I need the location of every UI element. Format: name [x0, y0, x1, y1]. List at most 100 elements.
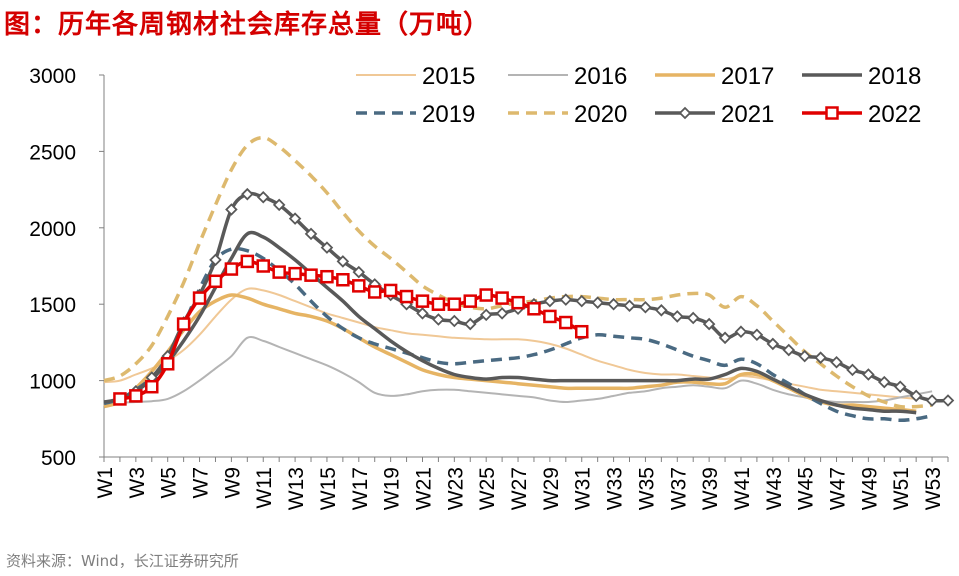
x-tick-label: W19 [381, 467, 404, 510]
series-2021-point-11 [288, 212, 302, 225]
y-tick-label: 500 [41, 447, 76, 470]
series-2022-point-25 [511, 295, 525, 310]
series-2022-point-7 [224, 262, 239, 276]
chart-title: 图：历年各周钢材社会库存总量（万吨） [4, 10, 491, 40]
x-tick-label: W15 [317, 467, 340, 510]
series-2022-point-12 [304, 268, 318, 282]
x-tick-label: W47 [827, 467, 850, 510]
series-2022-point-19 [415, 294, 430, 308]
series-2021-point-47 [862, 368, 875, 381]
series-2021-point-45 [830, 355, 843, 369]
plot-area [103, 135, 955, 423]
legend-label-2016: 2016 [574, 63, 627, 90]
series-2022 [113, 254, 589, 406]
series-2021-point-7 [225, 203, 238, 216]
series-2021-point-40 [750, 328, 764, 342]
series-2022-point-18 [399, 289, 414, 304]
series-2022-point-27 [543, 309, 557, 324]
series-2021-point-legend [678, 106, 692, 120]
x-tick-label: W27 [508, 467, 531, 510]
series-2021-point-27 [543, 294, 557, 308]
source-note: 资料来源：Wind，长江证券研究所 [6, 552, 239, 570]
legend-label-2017: 2017 [721, 63, 774, 90]
series-2021-point-22 [463, 317, 477, 331]
series-2021-point-14 [336, 255, 350, 268]
series-2021-point-52 [941, 394, 955, 407]
series-2021-point-46 [846, 363, 859, 377]
series-2022-point-24 [495, 291, 509, 305]
series-2021-point-6 [209, 253, 222, 267]
series-2019-line [103, 246, 933, 423]
series-2021-point-32 [623, 299, 636, 313]
series-2021-point-10 [272, 198, 286, 212]
legend-entry-2016: 2016 [508, 63, 627, 90]
x-tick-label: W49 [858, 467, 881, 510]
legend-label-2019: 2019 [422, 101, 475, 128]
x-tick-label: W39 [699, 467, 722, 510]
legend: 2015 2016 2017 2018 2019 2020 2021 2022 [356, 63, 921, 128]
series-2022-point-3 [160, 357, 175, 371]
series-2016-line [103, 336, 933, 405]
series-2022-point-1 [129, 389, 143, 403]
y-tick-label: 2500 [29, 141, 76, 164]
legend-label-2018: 2018 [868, 63, 921, 90]
series-2021-point-44 [814, 351, 827, 364]
series-2016 [103, 336, 933, 405]
x-tick-label: W45 [795, 467, 818, 510]
legend-label-2022: 2022 [868, 101, 921, 128]
series-2022-point-21 [447, 297, 462, 311]
series-2022-point-15 [352, 279, 366, 293]
x-tick-label: W29 [540, 467, 563, 510]
series-2022-point-16 [367, 285, 382, 299]
series-2021-point-38 [718, 331, 732, 345]
x-tick-label: W5 [158, 467, 181, 499]
series-2022-point-13 [320, 269, 334, 284]
series-2022-point-8 [240, 254, 255, 269]
x-tick-label: W33 [604, 467, 627, 510]
series-2018 [103, 230, 917, 415]
series-2022-point-20 [431, 297, 446, 311]
x-tick-label: W17 [349, 467, 372, 510]
y-tick-label: 1000 [29, 371, 76, 394]
series-2022-point-5 [192, 291, 207, 305]
x-tick-label: W21 [412, 467, 435, 510]
series-2021-point-35 [671, 310, 684, 323]
x-tick-label: W41 [731, 467, 754, 510]
series-2021-point-43 [798, 349, 811, 363]
legend-entry-2018: 2018 [802, 63, 921, 90]
series-2022-point-11 [288, 266, 302, 281]
y-tick-label: 1500 [29, 294, 76, 317]
series-2021-point-24 [495, 307, 509, 320]
x-tick-label: W23 [444, 467, 467, 510]
legend-entry-2019: 2019 [356, 101, 475, 128]
x-tick-label: W3 [126, 467, 149, 499]
x-tick-label: W35 [635, 467, 658, 510]
legend-entry-2022: 2022 [802, 101, 921, 128]
series-2021-point-50 [909, 389, 923, 403]
legend-entry-2017: 2017 [655, 63, 774, 90]
series-2021-point-37 [702, 317, 716, 331]
series-2021-point-51 [925, 394, 939, 407]
series-2021-point-21 [448, 314, 461, 328]
legend-entry-2020: 2020 [508, 101, 627, 128]
legend-label-2020: 2020 [574, 101, 627, 128]
x-tick-label: W53 [922, 467, 945, 510]
series-2022-point-6 [208, 274, 223, 289]
series-2021-point-48 [878, 375, 891, 389]
series-2022-point-9 [256, 259, 270, 273]
y-tick-label: 2000 [29, 218, 76, 241]
series-2022-point-22 [463, 294, 478, 308]
y-tick-label: 3000 [29, 65, 76, 88]
series-2021-point-49 [893, 380, 907, 393]
series-2021-point-36 [686, 311, 700, 325]
series-2021-point-19 [416, 307, 429, 320]
series-2022-point-10 [272, 265, 286, 279]
series-2022-point-2 [145, 379, 159, 394]
series-2021-point-13 [320, 241, 334, 254]
x-tick-label: W31 [572, 467, 595, 510]
x-tick-label: W7 [190, 467, 213, 499]
legend-entry-2021: 2021 [655, 101, 774, 128]
series-2022-point-legend [825, 106, 839, 120]
legend-entry-2015: 2015 [356, 63, 475, 90]
